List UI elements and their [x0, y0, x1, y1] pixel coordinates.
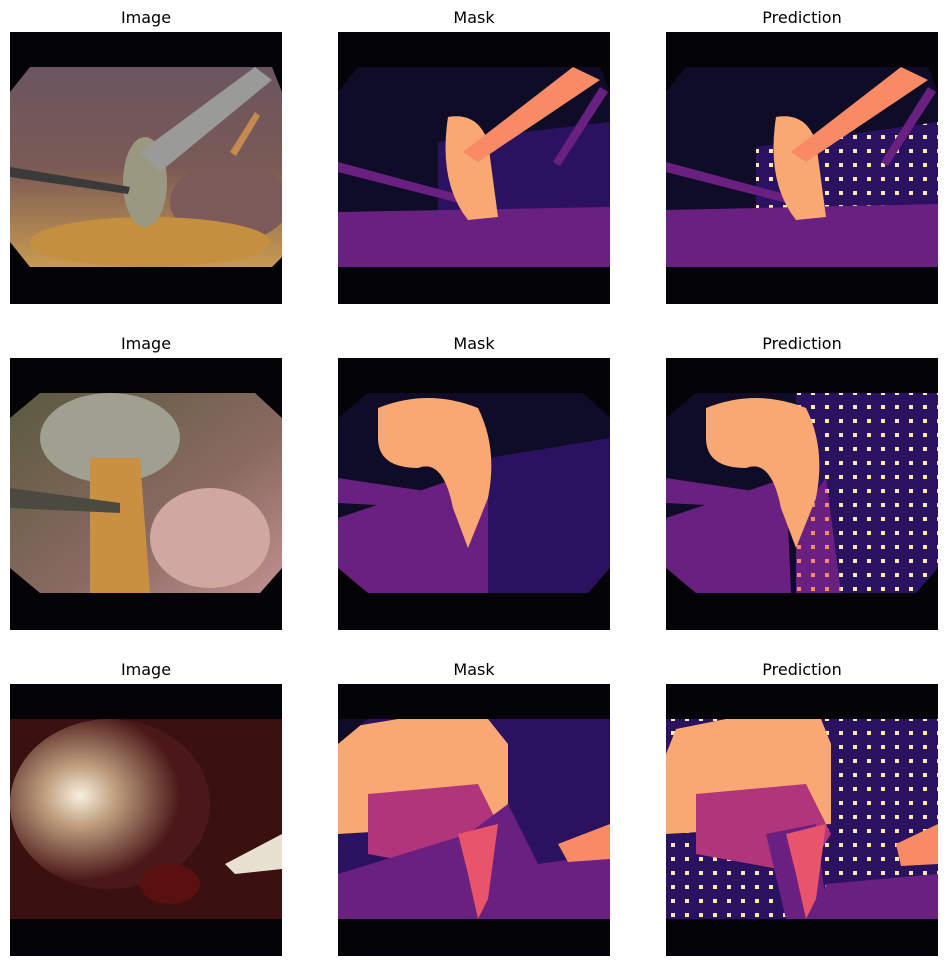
segmentation-mask-3 [338, 684, 610, 956]
model-prediction-3 [666, 684, 938, 956]
panel-title-prediction-1: Prediction [762, 8, 842, 27]
panel-image-1 [10, 32, 282, 304]
model-prediction-2 [666, 358, 938, 630]
panel-mask-1 [338, 32, 610, 304]
panel-image-2 [10, 358, 282, 630]
panel-title-prediction-3: Prediction [762, 660, 842, 679]
panel-mask-2 [338, 358, 610, 630]
panel-prediction-1 [666, 32, 938, 304]
segmentation-mask-1 [338, 32, 610, 304]
panel-title-prediction-2: Prediction [762, 334, 842, 353]
panel-image-3 [10, 684, 282, 956]
panel-mask-3 [338, 684, 610, 956]
surgical-image-2 [10, 358, 282, 630]
panel-title-mask-2: Mask [453, 334, 495, 353]
surgical-image-1 [10, 32, 282, 304]
panel-title-mask-1: Mask [453, 8, 495, 27]
panel-prediction-3 [666, 684, 938, 956]
panel-title-image-1: Image [120, 8, 172, 27]
panel-title-mask-3: Mask [453, 660, 495, 679]
panel-title-image-3: Image [120, 660, 172, 679]
surgical-image-3 [10, 684, 282, 956]
segmentation-mask-2 [338, 358, 610, 630]
panel-title-image-2: Image [120, 334, 172, 353]
panel-prediction-2 [666, 358, 938, 630]
model-prediction-1 [666, 32, 938, 304]
